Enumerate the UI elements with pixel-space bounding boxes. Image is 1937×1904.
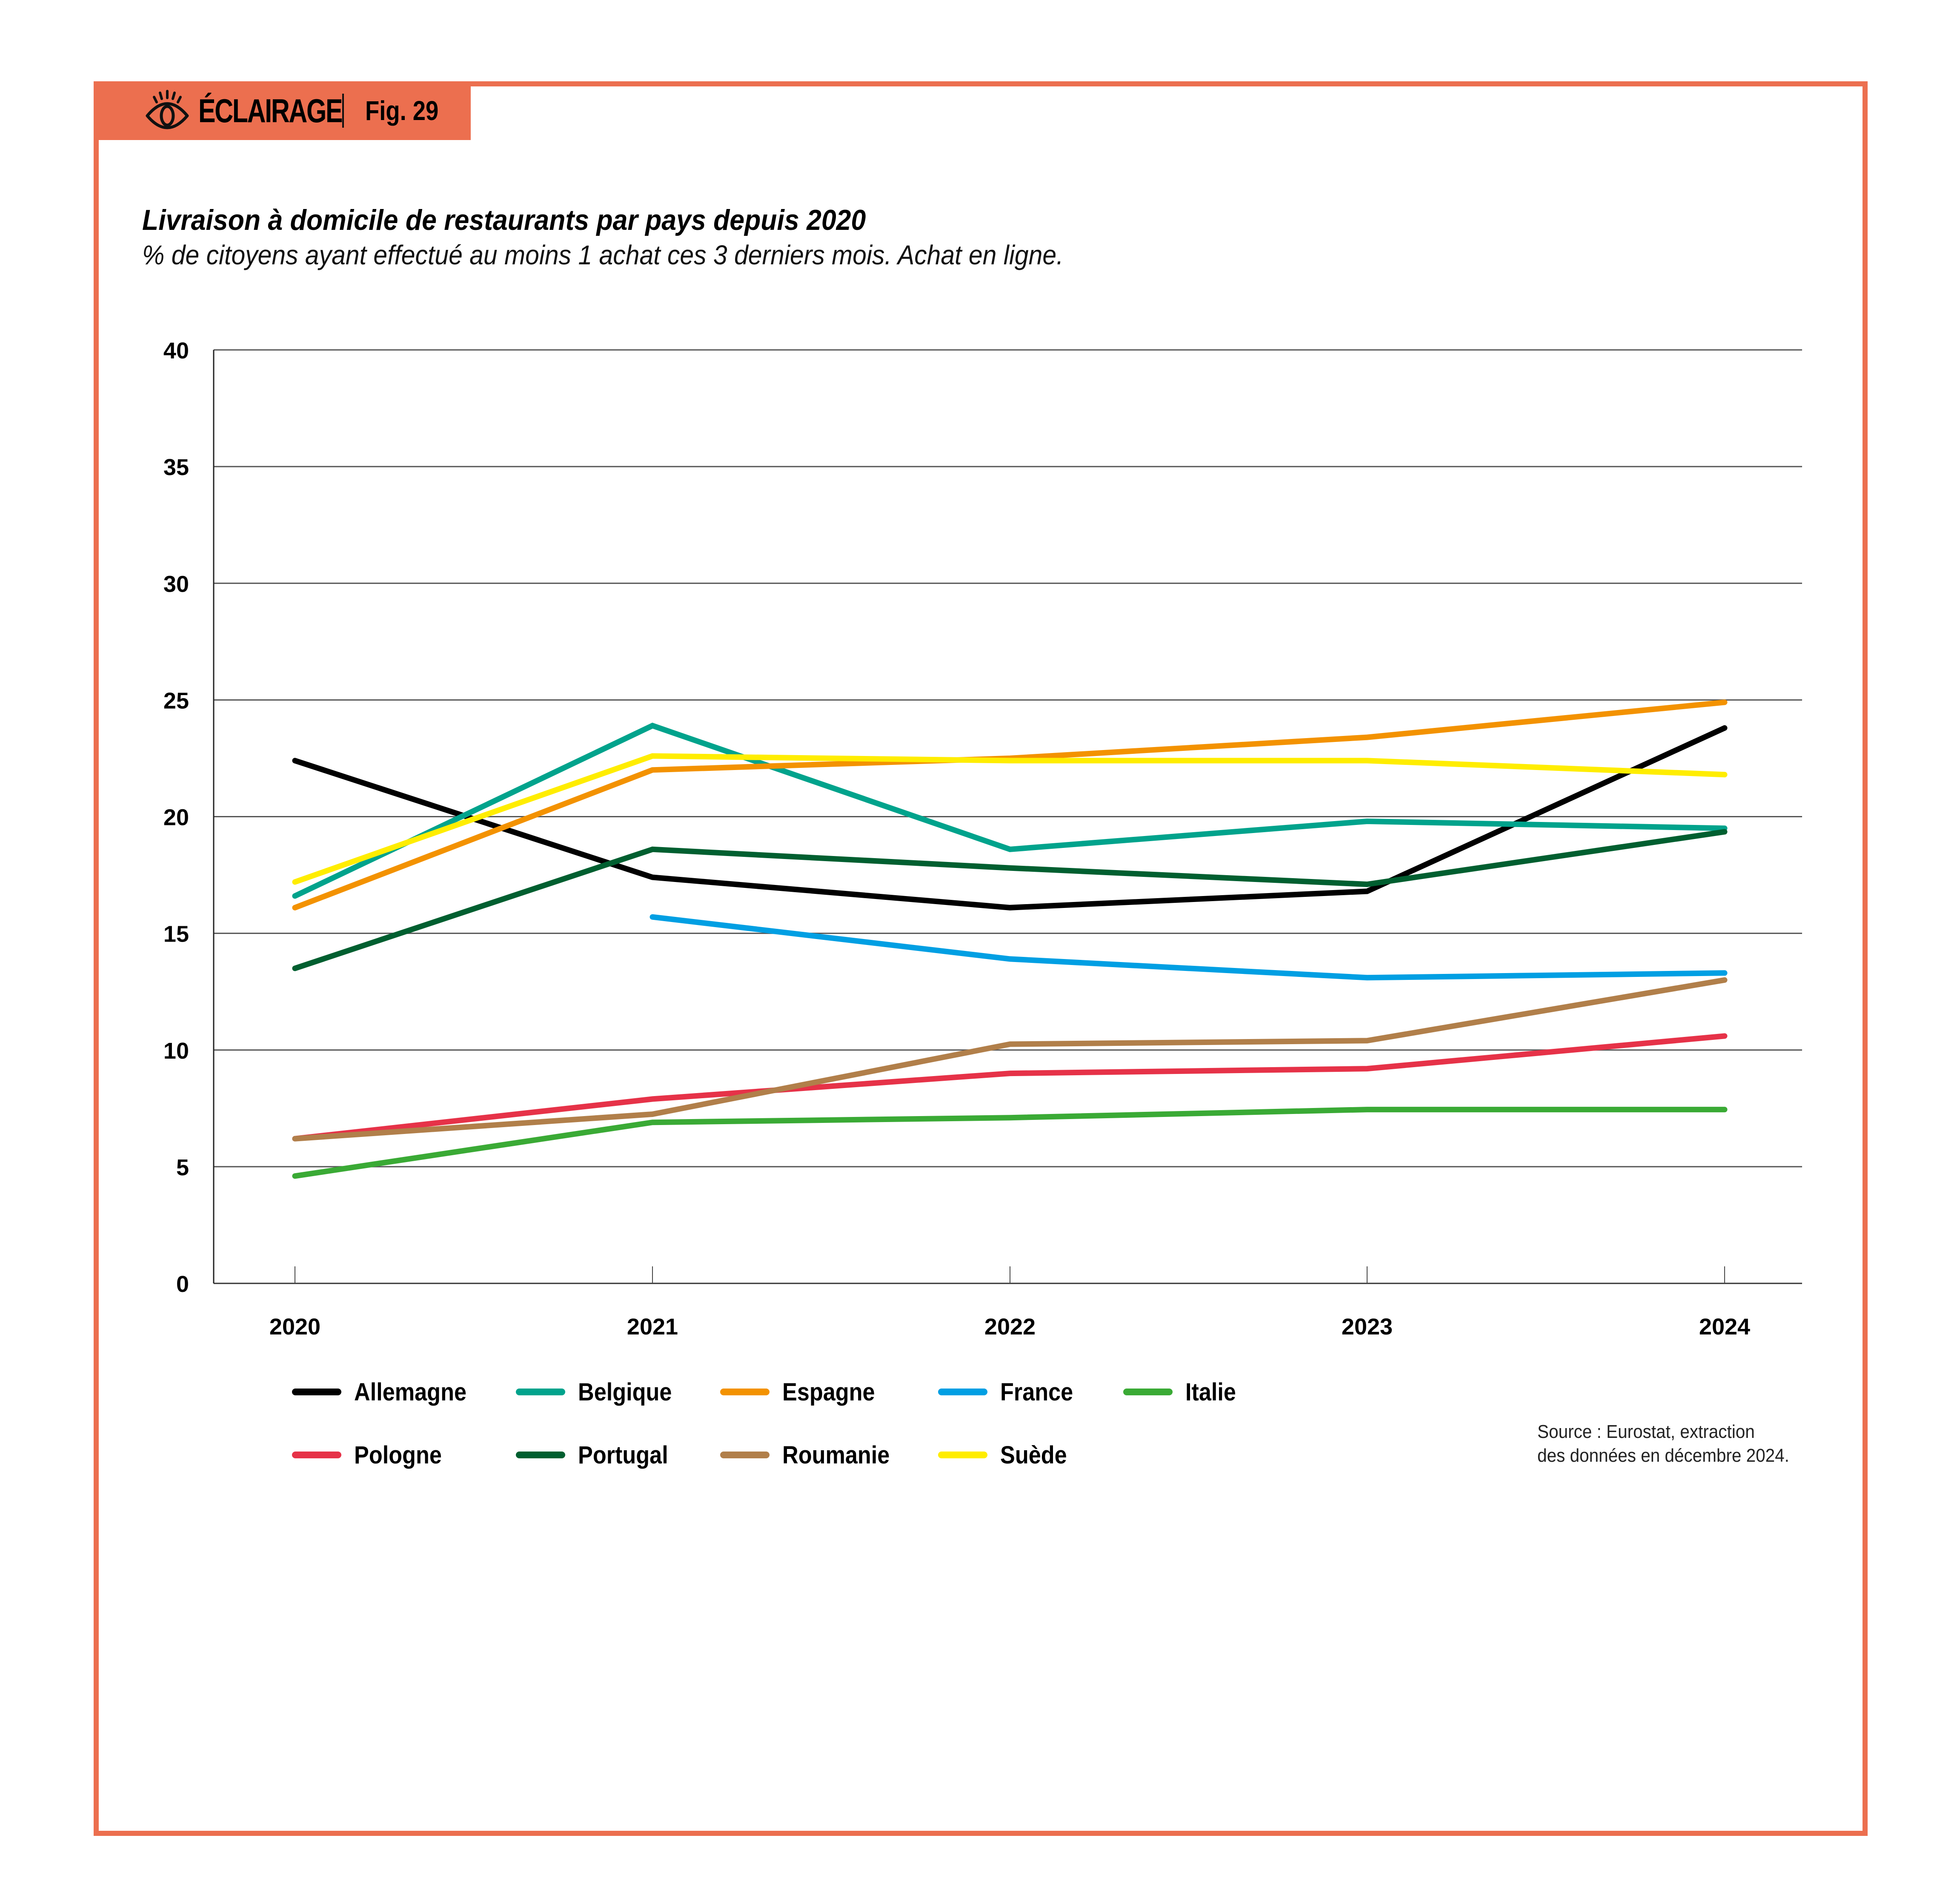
legend-swatch [292,1389,341,1395]
series-line-italie [292,1107,1728,1179]
legend-swatch [938,1452,987,1458]
series-line-allemagne [292,725,1728,910]
figure-header-tab: ÉCLAIRAGE Fig. 29 [94,81,471,140]
legend-item: Roumanie [720,1438,901,1472]
legend-swatch [516,1389,565,1395]
x-tick-label: 2021 [627,1314,678,1340]
x-axis: 2020 2021 2022 2023 2024 [269,1266,1750,1340]
legend-swatch [720,1389,770,1395]
source-line-1: Source : Eurostat, extraction [1537,1421,1755,1442]
figure-number: Fig. 29 [365,95,439,126]
legend-swatch [292,1452,341,1458]
legend-item: Allemagne [292,1375,479,1409]
legend-label: Portugal [578,1441,668,1469]
chart-subtitle: % de citoyens ayant effectué au moins 1 … [142,240,1064,270]
legend-label: Roumanie [782,1441,890,1469]
x-tick-label: 2022 [984,1314,1036,1340]
legend-label: France [1000,1378,1073,1406]
legend-label: Allemagne [354,1378,466,1406]
y-tick-label: 15 [163,922,189,947]
y-axis: 0 5 10 15 20 25 30 35 40 [163,338,215,1297]
legend-swatch [516,1452,565,1458]
legend-swatch [720,1452,770,1458]
legend-item: Espagne [720,1375,885,1409]
x-tick-label: 2023 [1342,1314,1393,1340]
y-tick-label: 25 [163,688,189,713]
x-tick-label: 2024 [1699,1314,1750,1340]
legend-label: Pologne [354,1441,442,1469]
y-tick-label: 35 [163,455,189,480]
legend-item: Portugal [516,1438,678,1472]
series-lines [292,699,1728,1179]
eye-icon [146,90,189,129]
y-tick-label: 30 [163,571,189,597]
legend-label: Belgique [578,1378,672,1406]
y-tick-label: 20 [163,805,189,830]
legend-label: Espagne [782,1378,875,1406]
source-note: Source : Eurostat, extraction des donnée… [1537,1420,1789,1468]
y-tick-label: 5 [176,1155,189,1180]
x-tick-label: 2020 [269,1314,320,1340]
legend-label: Suède [1000,1441,1067,1469]
y-tick-label: 10 [163,1038,189,1064]
header-separator [342,94,344,128]
legend-item: Belgique [516,1375,682,1409]
legend-item: Pologne [292,1438,452,1472]
legend-item: Italie [1123,1375,1242,1409]
legend-swatch [938,1389,987,1395]
figure-frame [94,81,1868,1836]
legend-item: France [938,1375,1081,1409]
chart-title: Livraison à domicile de restaurants par … [142,204,866,236]
y-tick-label: 40 [163,338,189,364]
legend-item: Suède [938,1438,1074,1472]
gridlines [214,349,1802,1284]
y-tick-label: 0 [176,1271,189,1297]
legend-swatch [1123,1389,1173,1395]
legend-label: Italie [1185,1378,1236,1406]
series-line-france [649,914,1728,981]
source-line-2: des données en décembre 2024. [1537,1445,1789,1466]
series-line-portugal [292,829,1728,971]
